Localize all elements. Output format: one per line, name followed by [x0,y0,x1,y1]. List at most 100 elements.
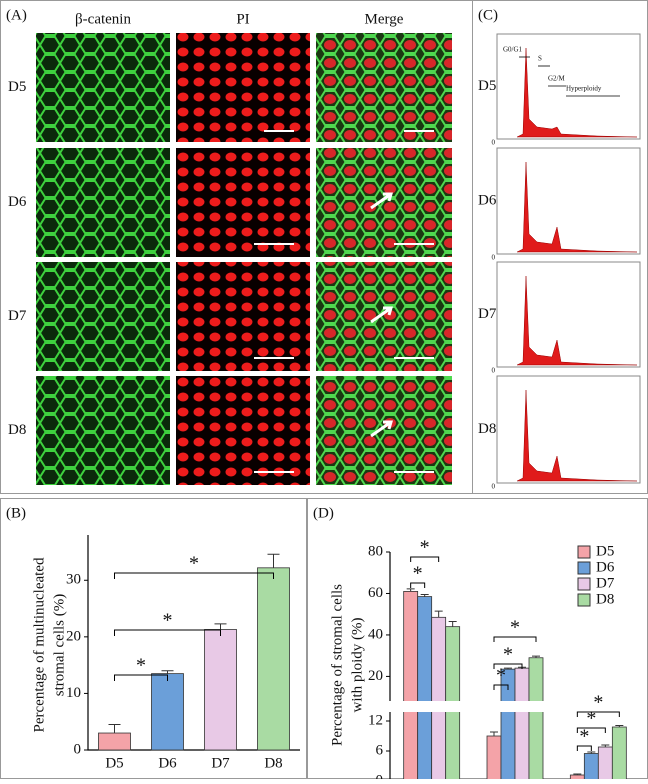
error-bar [573,773,582,775]
micrograph [316,262,452,371]
phase-label: S [538,55,542,63]
histogram [516,47,638,138]
error-bar [615,725,624,727]
y-tick-label: 12 [368,712,383,728]
axis-break [378,701,642,712]
legend-label: D8 [596,591,614,607]
bar [611,726,627,782]
significance-bracket [576,711,620,717]
legend-label: D5 [596,543,614,559]
error-bar [490,731,498,736]
y-tick-label: 0 [376,772,384,779]
y-tick-label: 0 [74,741,82,757]
y-tick-label: 6 [376,742,384,758]
significance-bracket [114,629,221,636]
bar [597,746,613,782]
micrograph [36,376,170,485]
micrograph [176,262,310,371]
micrograph [36,33,170,142]
y-axis-label: with ploidy (%) [349,618,365,713]
significance-bracket [410,582,426,588]
bar [583,753,599,782]
phase-label: Hyperploidy [566,85,602,93]
y-tick-label: 20 [368,668,383,684]
micrograph [176,148,310,257]
micrograph [36,148,170,257]
histogram-frame [496,261,641,368]
error-bar [420,594,429,597]
significance-mark: * [413,563,423,585]
y-tick-label: 40 [368,626,383,642]
error-bar [161,670,174,674]
y-tick-label: 60 [368,585,383,601]
error-bar [406,588,415,592]
row-label: D5 [8,79,26,95]
error-bar [434,610,443,618]
legend-label: D7 [596,575,615,591]
bar [431,616,447,782]
row-label: D8 [478,421,496,437]
significance-mark: * [510,617,520,639]
column-header: PI [236,11,249,27]
bar [151,673,184,751]
error-bar [601,744,610,747]
error-bar [214,623,227,630]
significance-bracket [576,745,592,751]
significance-bracket [493,684,509,690]
error-bar [504,667,512,670]
axis-zero: 0 [492,483,496,491]
micrograph [316,148,452,257]
significance-bracket [114,572,274,579]
bar [403,590,419,782]
significance-bracket [410,556,440,562]
error-bar [532,655,540,658]
micrograph [316,376,452,485]
significance-mark: * [163,610,173,632]
legend-label: D6 [596,559,615,575]
x-tick-label: D5 [105,755,123,771]
significance-mark: * [420,537,430,559]
error-bar [108,724,121,734]
arrow [370,192,393,210]
panel-label: (D) [313,505,334,521]
histogram [516,275,638,366]
bar [569,774,585,782]
error-bar [448,620,457,627]
significance-mark: * [579,726,589,748]
axis-zero: 0 [492,254,496,262]
y-tick-label: 80 [368,543,383,559]
bar [204,629,237,751]
panel-label: (B) [6,505,26,521]
y-tick-label: 10 [66,685,81,701]
significance-bracket [493,663,523,669]
significance-mark: * [136,655,146,677]
bar [528,657,544,782]
panel-label: (C) [478,7,498,23]
histogram-frame [496,147,641,255]
row-label: D7 [478,306,497,322]
legend-swatch [577,545,591,559]
column-header: Merge [365,11,404,27]
x-tick-label: D6 [158,755,177,771]
y-tick-label: 30 [66,572,81,588]
bar [257,567,290,751]
significance-bracket [576,727,606,733]
y-axis-label: stromal cells (%) [51,594,67,696]
error-bar [587,751,596,754]
legend-swatch [577,561,591,575]
row-label: D6 [478,192,497,208]
bar [98,732,131,751]
significance-mark: * [593,692,603,714]
histogram [516,389,638,482]
phase-label: G0/G1 [503,46,523,54]
significance-bracket [493,636,537,642]
legend-swatch [577,593,591,607]
axis-zero: 0 [492,367,496,375]
significance-mark: * [503,644,513,666]
error-bar [267,553,280,568]
x-tick-label: D7 [211,755,230,771]
x-tick-label: D8 [264,755,282,771]
phase-label: G2/M [548,75,566,83]
bar [486,735,502,782]
